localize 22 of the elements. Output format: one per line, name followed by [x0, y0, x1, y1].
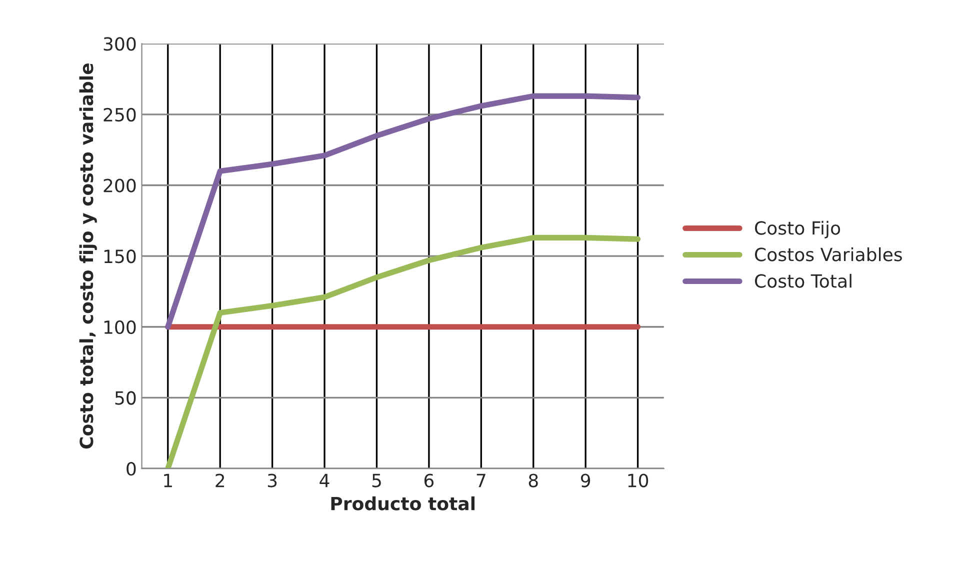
- y-tick-label: 100: [104, 320, 136, 334]
- x-tick-label: 9: [580, 474, 590, 488]
- x-tick-label: 7: [476, 474, 486, 488]
- legend-label: Costo Total: [754, 274, 852, 288]
- y-tick-label: 250: [104, 108, 136, 122]
- x-tick-label: 8: [528, 474, 538, 488]
- y-tick-label: 0: [126, 462, 136, 476]
- y-tick-label: 150: [104, 250, 136, 264]
- x-tick-label: 6: [424, 474, 434, 488]
- y-tick-label: 300: [104, 37, 136, 51]
- x-tick-label: 1: [164, 474, 172, 488]
- x-axis-title: Producto total: [331, 496, 475, 510]
- legend-label: Costo Fijo: [754, 220, 840, 238]
- y-tick-label: 200: [104, 178, 136, 192]
- legend-label: Costos Variables: [754, 247, 902, 262]
- y-axis-title: Costo total, costo fijo y costo variable: [79, 64, 97, 449]
- x-tick-label: 10: [628, 474, 648, 488]
- x-tick-label: 2: [216, 474, 224, 488]
- x-tick-label: 5: [372, 474, 381, 488]
- x-tick-label: 3: [268, 474, 277, 488]
- y-tick-label: 50: [115, 391, 136, 405]
- x-tick-label: 4: [320, 474, 330, 488]
